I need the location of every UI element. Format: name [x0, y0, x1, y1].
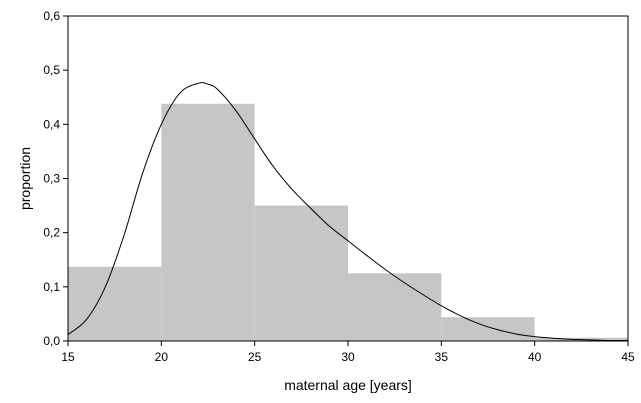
y-tick-label: 0,1 — [43, 280, 60, 294]
x-tick-label: 35 — [435, 350, 449, 364]
y-tick-label: 0,0 — [43, 334, 60, 348]
x-tick-label: 40 — [528, 350, 542, 364]
x-tick-label: 25 — [248, 350, 262, 364]
x-axis-ticks: 15 20 25 30 35 40 45 — [61, 341, 635, 364]
histogram-bar-4 — [348, 273, 442, 341]
histogram-bars — [68, 103, 628, 341]
density-curve — [67, 82, 629, 341]
y-axis-ticks: 0,0 0,1 0,2 0,3 0,4 0,5 0,6 — [43, 9, 68, 348]
y-tick-label: 0,3 — [43, 172, 60, 186]
histogram-bar-1 — [68, 266, 162, 341]
y-tick-label: 0,2 — [43, 226, 60, 240]
histogram-bar-3 — [254, 205, 348, 341]
y-tick-label: 0,5 — [43, 63, 60, 77]
y-tick-label: 0,4 — [43, 117, 60, 131]
x-axis-title: maternal age [years] — [284, 377, 412, 393]
x-tick-label: 20 — [155, 350, 169, 364]
y-axis-title: proportion — [17, 147, 33, 210]
histogram-bar-2 — [161, 103, 255, 341]
x-tick-label: 45 — [621, 350, 635, 364]
y-tick-label: 0,6 — [43, 9, 60, 23]
histogram-bar-5 — [441, 317, 535, 341]
x-tick-label: 30 — [341, 350, 355, 364]
density-curve-layer — [67, 82, 629, 341]
x-tick-label: 15 — [61, 350, 75, 364]
